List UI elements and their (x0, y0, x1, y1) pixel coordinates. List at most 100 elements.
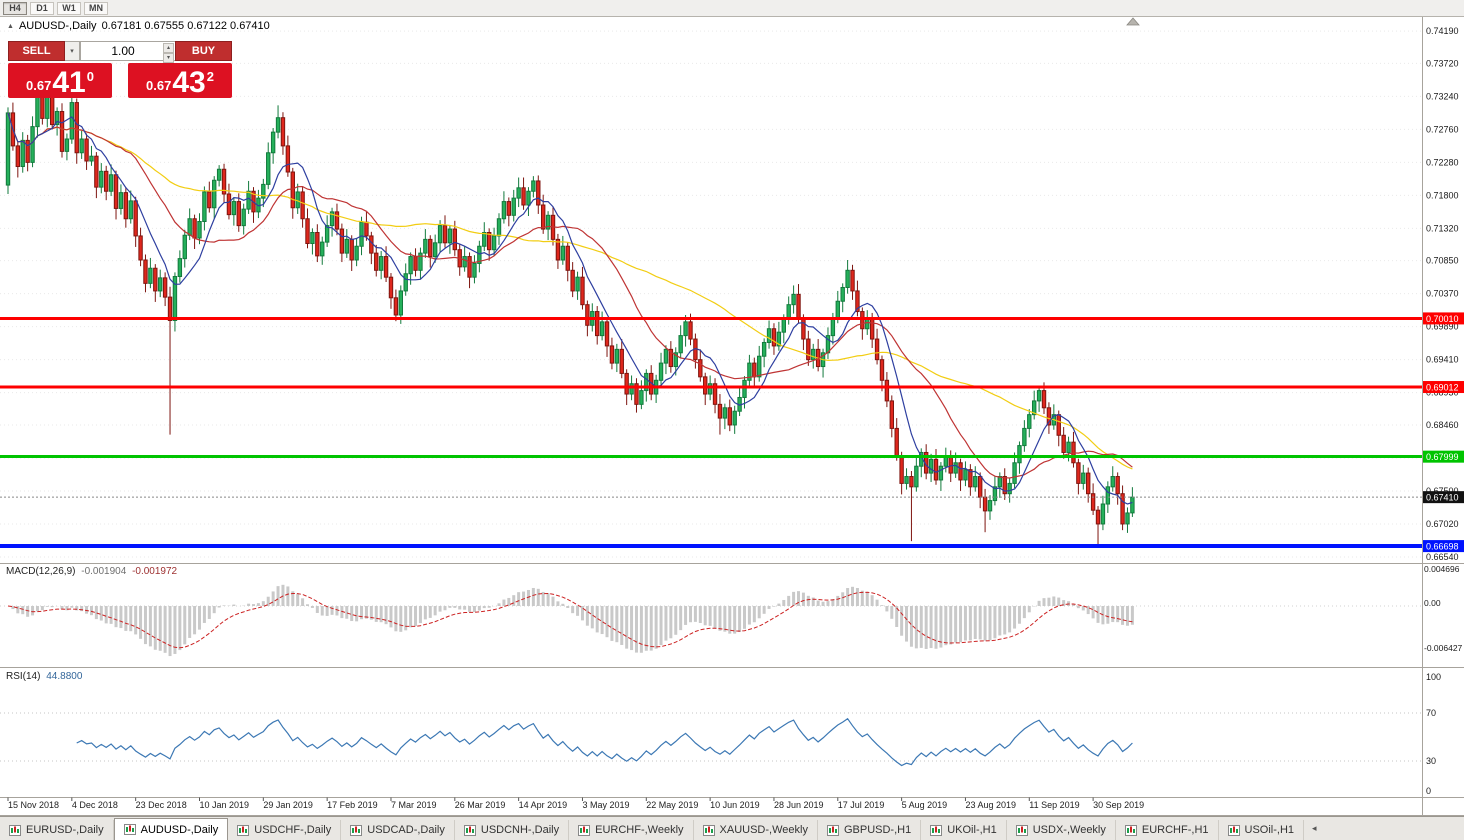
chart-tab-ukoil-h1[interactable]: UKOil-,H1 (921, 820, 1007, 840)
candle-body (688, 321, 693, 340)
candle-body (850, 269, 855, 292)
timeframe-button-h4[interactable]: H4 (3, 1, 27, 15)
volume-dropdown-icon[interactable]: ▾ (65, 41, 80, 61)
price-tag-label: 0.70010 (1426, 314, 1459, 324)
chart-tab-gbpusd-h1[interactable]: GBPUSD-,H1 (818, 820, 922, 840)
chart-svg[interactable]: 0.74190 0.73720 0.73240 0.72760 0.72280 0.718… (0, 0, 1464, 816)
chart-plot-area[interactable] (0, 17, 1422, 799)
candle-body (40, 95, 45, 119)
date-axis-label: 5 Aug 2019 (902, 800, 948, 810)
volume-increase-button[interactable]: ▴ (163, 43, 174, 53)
candle-body (138, 235, 143, 261)
candle-body (423, 238, 428, 254)
candle-body (806, 338, 811, 361)
price-axis-label: 0.69890 (1426, 322, 1459, 332)
candle-body (786, 304, 791, 319)
candle-body (604, 321, 610, 347)
candle-body (280, 117, 286, 147)
candle-body (94, 155, 99, 188)
candle-body (192, 218, 197, 239)
timeframe-button-mn[interactable]: MN (84, 1, 108, 15)
candle-body (320, 241, 325, 257)
price-tag (1423, 450, 1464, 463)
chart-tab-usdcad-daily[interactable]: USDCAD-,Daily (341, 820, 455, 840)
candle-body (712, 383, 718, 405)
candle-body (403, 273, 408, 292)
candle-body (511, 197, 516, 216)
candle-body (1022, 427, 1027, 447)
candle-body (521, 187, 526, 206)
candle-body (182, 234, 187, 260)
one-click-panel-toggle-icon[interactable]: ▲ (7, 22, 14, 30)
chart-tab-eurchf-h1[interactable]: EURCHF-,H1 (1116, 820, 1219, 840)
candle-body (1090, 493, 1096, 511)
candle-body (270, 131, 276, 154)
candle-body (776, 331, 782, 347)
candle-body (1110, 476, 1115, 488)
chart-tab-eurusd-daily[interactable]: EURUSD-,Daily (0, 820, 114, 840)
candle-body (889, 400, 894, 429)
candle-body (987, 500, 993, 512)
candle-body (536, 180, 541, 206)
volume-decrease-button[interactable]: ▾ (163, 53, 174, 63)
chart-tab-xauusd-weekly[interactable]: XAUUSD-,Weekly (694, 820, 818, 840)
candle-body (148, 267, 153, 284)
candle-body (64, 138, 70, 152)
candle-body (349, 238, 354, 261)
price-tag-label: 0.67999 (1426, 452, 1459, 462)
chart-tab-icon (463, 824, 476, 836)
candle-body (953, 462, 958, 474)
candle-body (123, 192, 129, 220)
sell-price-display[interactable]: 0.67 41 0 (8, 63, 112, 98)
chart-tab-usoil-h1[interactable]: USOil-,H1 (1219, 820, 1305, 840)
candle-body (752, 362, 757, 378)
tab-scroll-left-icon[interactable]: ◂ (1312, 823, 1317, 833)
timeframe-button-d1[interactable]: D1 (30, 1, 54, 15)
candle-body (290, 171, 295, 209)
candle-body (1115, 476, 1120, 495)
candle-body (766, 328, 772, 343)
candle-body (1036, 390, 1042, 402)
candle-body (830, 317, 836, 337)
date-axis-label: 23 Dec 2018 (136, 800, 187, 810)
chart-tab-usdchf-daily[interactable]: USDCHF-,Daily (228, 820, 342, 840)
candle-body (840, 286, 845, 302)
chart-tab-icon (9, 824, 21, 836)
candle-body (315, 231, 320, 257)
candle-body (619, 348, 624, 374)
moving-average-21 (7, 112, 1133, 479)
date-axis-label: 10 Jan 2019 (199, 800, 249, 810)
sell-button[interactable]: SELL (8, 41, 65, 61)
candle-body (845, 269, 850, 288)
candle-body (99, 170, 104, 188)
candle-body (35, 95, 40, 128)
price-axis-label: 0.67500 (1426, 486, 1459, 496)
tab-label: USOil-,H1 (1244, 824, 1295, 836)
buy-button[interactable]: BUY (175, 41, 232, 61)
chart-tab-audusd-daily[interactable]: AUDUSD-,Daily (113, 818, 229, 840)
candle-body (477, 245, 482, 264)
volume-input[interactable] (81, 42, 175, 60)
macd-indicator-label: MACD(12,26,9) -0.001904 -0.001972 (6, 566, 177, 577)
candle-body (221, 168, 227, 195)
date-axis-label: 17 Jul 2019 (838, 800, 885, 810)
tab-label: EURUSD-,Daily (26, 824, 104, 836)
timeframe-button-w1[interactable]: W1 (57, 1, 81, 15)
price-axis-label: 0.72760 (1426, 124, 1459, 134)
chart-tab-eurchf-weekly[interactable]: EURCHF-,Weekly (569, 820, 694, 840)
candle-body (531, 180, 536, 192)
chart-tab-usdcnh-daily[interactable]: USDCNH-,Daily (455, 820, 570, 840)
chart-tab-usdx-weekly[interactable]: USDX-,Weekly (1007, 820, 1116, 840)
candle-body (678, 335, 683, 354)
candle-body (334, 211, 340, 230)
candle-body (486, 231, 492, 251)
chart-tab-icon (1227, 824, 1240, 836)
chart-tab-icon (350, 824, 363, 836)
date-axis-label: 28 Jun 2019 (774, 800, 824, 810)
candle-body (207, 191, 212, 209)
buy-price-display[interactable]: 0.67 43 2 (128, 63, 232, 98)
candle-body (771, 328, 777, 347)
tab-label: AUDUSD-,Daily (140, 823, 219, 836)
candle-body (658, 362, 664, 381)
chart-shift-marker[interactable] (1126, 17, 1140, 26)
